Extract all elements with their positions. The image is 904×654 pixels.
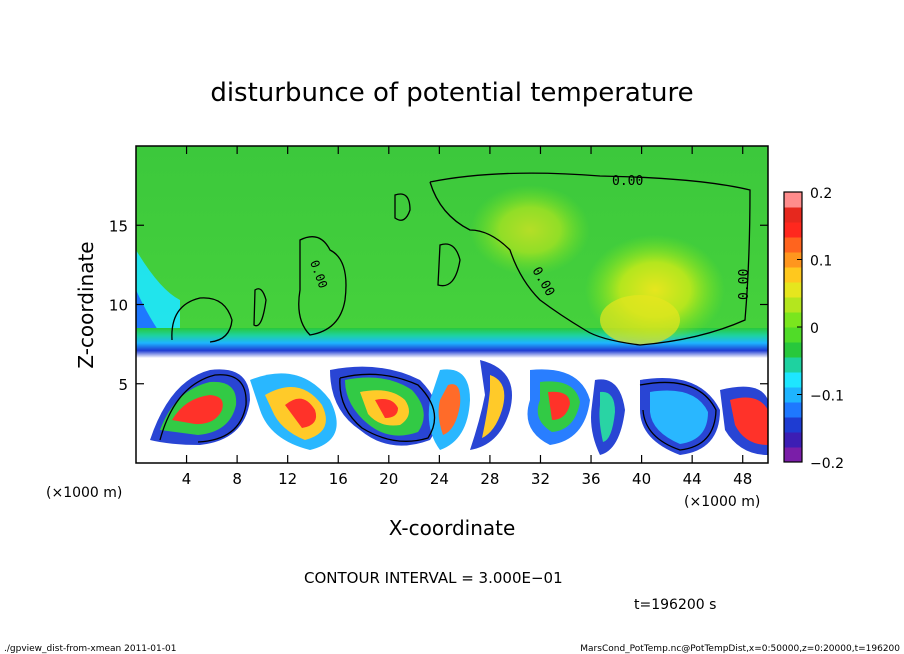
- colorbar-segment: [784, 237, 802, 253]
- contour-label: 0.00: [612, 174, 643, 189]
- x-tick-label: 36: [581, 470, 600, 488]
- y-tick-label: 10: [109, 297, 128, 315]
- x-tick-label: 28: [480, 470, 499, 488]
- colorbar-segment: [784, 327, 802, 343]
- y-tick-label: 5: [118, 376, 128, 394]
- contour-label: 0.00: [737, 269, 752, 300]
- colorbar-segment: [784, 342, 802, 358]
- footer-left: ./gpview_dist-from-xmean 2011-01-01: [4, 644, 176, 654]
- colorbar-segment: [784, 252, 802, 268]
- x-tick-label: 48: [733, 470, 752, 488]
- x-tick-label: 16: [329, 470, 348, 488]
- colorbar-segment: [784, 297, 802, 313]
- x-tick-label: 24: [430, 470, 449, 488]
- heatmap-field: [136, 146, 768, 463]
- colorbar-tick-label: −0.2: [810, 456, 844, 472]
- colorbar-segment: [784, 387, 802, 403]
- colorbar-segment: [784, 192, 802, 208]
- x-axis-label: X-coordinate: [389, 516, 516, 540]
- colorbar-tick-label: 0.2: [810, 186, 832, 202]
- colorbar-segment: [784, 282, 802, 298]
- colorbar-segment: [784, 417, 802, 433]
- time-text: t=196200 s: [634, 597, 716, 613]
- colorbar: 0.2 0.1 0 −0.1 −0.2: [783, 186, 844, 472]
- x-tick-label: 12: [278, 470, 297, 488]
- colorbar-segment: [784, 207, 802, 223]
- x-tick-label: 8: [232, 470, 242, 488]
- colorbar-segment: [784, 222, 802, 238]
- colorbar-tick-label: −0.1: [810, 389, 844, 405]
- colorbar-segment: [784, 402, 802, 418]
- chart-title: disturbunce of potential temperature: [210, 78, 693, 108]
- colorbar-segment: [784, 312, 802, 328]
- y-axis-label: Z-coordinate: [74, 241, 98, 368]
- x-axis: 4 8 12 16 20 24 28 32 36 40 44 48: [182, 146, 752, 488]
- colorbar-tick-label: 0: [810, 321, 819, 337]
- x-unit-label: (×1000 m): [684, 494, 760, 510]
- colorbar-segment: [784, 432, 802, 448]
- x-tick-label: 20: [379, 470, 398, 488]
- y-tick-label: 15: [109, 217, 128, 235]
- colorbar-segment: [784, 447, 802, 463]
- colorbar-segment: [784, 372, 802, 388]
- colorbar-segment: [784, 357, 802, 373]
- y-axis: 5 10 15: [109, 217, 768, 394]
- z-unit-label: (×1000 m): [46, 485, 122, 501]
- x-tick-label: 44: [683, 470, 702, 488]
- x-tick-label: 32: [531, 470, 550, 488]
- x-tick-label: 40: [632, 470, 651, 488]
- footer-right: MarsCond_PotTemp.nc@PotTempDist,x=0:5000…: [580, 644, 900, 654]
- colorbar-segment: [784, 267, 802, 283]
- x-tick-label: 4: [182, 470, 192, 488]
- contour-interval-text: CONTOUR INTERVAL = 3.000E−01: [304, 569, 563, 587]
- colorbar-tick-label: 0.1: [810, 254, 832, 270]
